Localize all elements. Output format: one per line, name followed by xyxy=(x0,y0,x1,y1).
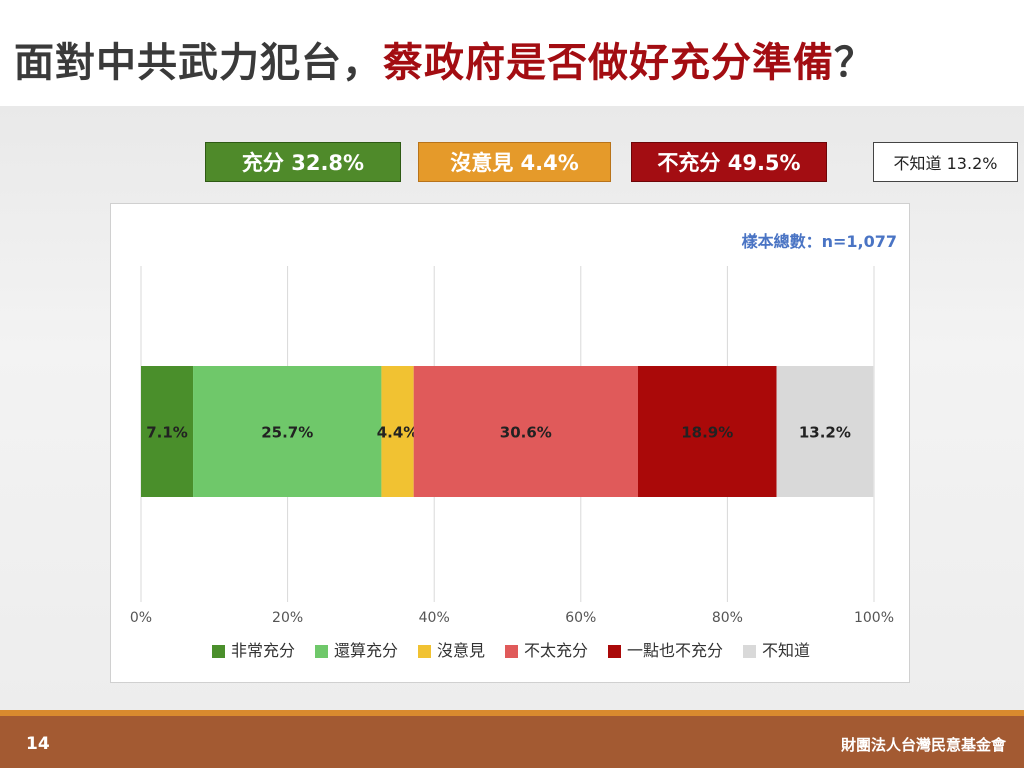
summary-sufficient: 充分 32.8% xyxy=(205,142,401,182)
bar-segment xyxy=(141,366,194,497)
legend-swatch xyxy=(743,645,756,658)
bar-segment xyxy=(776,366,874,497)
data-label: 25.7% xyxy=(261,424,313,442)
data-label: 7.1% xyxy=(146,424,188,442)
title-highlight: 蔡政府是否做好充分準備 xyxy=(383,40,834,86)
legend-label: 還算充分 xyxy=(334,641,398,660)
legend-swatch xyxy=(505,645,518,658)
legend-label: 沒意見 xyxy=(437,641,485,660)
legend-label: 不知道 xyxy=(762,641,810,660)
legend-swatch xyxy=(418,645,431,658)
data-label: 4.4% xyxy=(377,424,419,442)
legend-label: 一點也不充分 xyxy=(627,641,723,660)
bar-segment xyxy=(637,366,777,497)
legend-swatch xyxy=(608,645,621,658)
data-label: 13.2% xyxy=(799,424,851,442)
x-tick-label: 80% xyxy=(712,610,743,626)
summary-dont-know: 不知道 13.2% xyxy=(873,142,1018,182)
stacked-bar-chart: 0% 20% 40% 60% 80% 100% 7.1% 25.7% 4.4% 30.6% 18.9… xyxy=(130,266,894,660)
x-tick-label: 100% xyxy=(854,610,894,626)
title-prefix: 面對中共武力犯台， xyxy=(14,40,383,86)
legend-swatch xyxy=(315,645,328,658)
x-tick-label: 0% xyxy=(130,610,152,626)
sample-size-note: 樣本總數：n=1,077 xyxy=(741,232,897,251)
organization-name: 財團法人台灣民意基金會 xyxy=(840,736,1006,754)
x-tick-label: 60% xyxy=(565,610,596,626)
data-label: 18.9% xyxy=(681,424,733,442)
legend-label: 非常充分 xyxy=(231,641,295,660)
legend-label: 不太充分 xyxy=(524,641,588,660)
slide-title: 面對中共武力犯台，蔡政府是否做好充分準備？ xyxy=(14,30,875,88)
data-label: 30.6% xyxy=(500,424,552,442)
chart-card: 樣本總數：n=1,077 0% 20% 40% 60% 80% 100% 7.1% 25.7%… xyxy=(110,203,910,683)
summary-insufficient: 不充分 49.5% xyxy=(631,142,827,182)
x-tick-label: 20% xyxy=(272,610,303,626)
legend-swatch xyxy=(212,645,225,658)
page-number: 14 xyxy=(26,734,50,754)
bar-segment xyxy=(193,366,382,497)
bar-segment xyxy=(381,366,414,497)
title-bar: 面對中共武力犯台，蔡政府是否做好充分準備？ xyxy=(0,0,1024,106)
bar-segment xyxy=(413,366,638,497)
summary-no-opinion: 沒意見 4.4% xyxy=(418,142,611,182)
title-suffix: ？ xyxy=(834,40,875,86)
x-tick-label: 40% xyxy=(419,610,450,626)
footer-bar: 14 財團法人台灣民意基金會 xyxy=(0,710,1024,768)
